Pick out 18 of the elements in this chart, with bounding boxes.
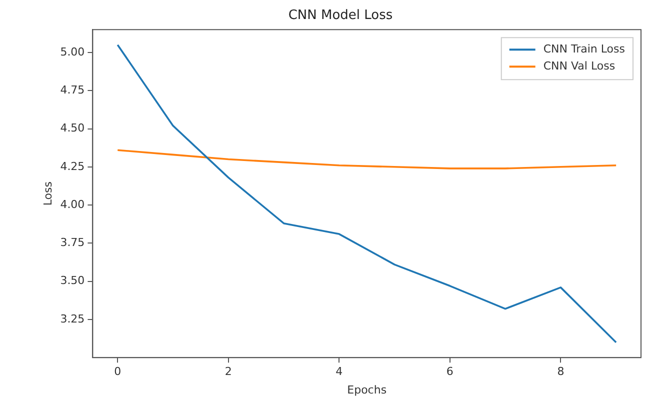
chart-title: CNN Model Loss <box>288 8 393 24</box>
y-axis-title: Loss <box>41 181 54 206</box>
y-tick-label: 5.00 <box>60 45 85 58</box>
legend-label: CNN Val Loss <box>543 59 616 72</box>
y-tick-label: 4.25 <box>60 160 85 173</box>
y-tick-label: 4.75 <box>60 83 85 96</box>
x-axis-title: Epochs <box>347 383 387 396</box>
y-tick-label: 4.00 <box>60 198 85 211</box>
legend-label: CNN Train Loss <box>543 42 626 56</box>
x-tick-label: 2 <box>224 365 232 378</box>
y-tick-label: 3.25 <box>60 312 85 326</box>
y-tick-label: 4.50 <box>60 122 85 135</box>
x-tick-label: 4 <box>336 365 343 378</box>
y-tick-label: 3.75 <box>60 236 85 250</box>
x-tick-label: 6 <box>446 365 454 378</box>
y-tick-label: 3.50 <box>60 274 85 288</box>
x-tick-label: 8 <box>557 365 564 378</box>
x-tick-label: 0 <box>114 365 122 378</box>
